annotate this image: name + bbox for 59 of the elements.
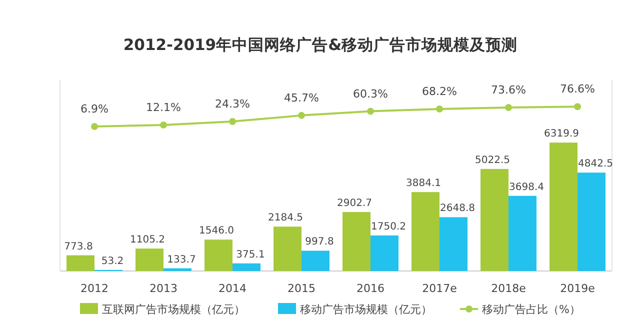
chart-title: 2012-2019年中国网络广告&移动广告市场规模及预测: [123, 36, 518, 54]
point: [160, 122, 167, 129]
point: [229, 118, 236, 126]
point: [436, 106, 443, 113]
bar: [136, 248, 164, 271]
data-label: 4842.5: [578, 158, 613, 170]
legend-label: 互联网广告市场规模（亿元）: [102, 303, 245, 316]
data-label: 2902.7: [337, 198, 372, 210]
data-label: 6319.9: [544, 128, 579, 140]
data-label: 773.8: [64, 241, 93, 252]
data-label: 3884.1: [406, 178, 441, 190]
bar: [164, 268, 192, 271]
data-label: 2184.5: [268, 212, 303, 224]
data-label: 375.1: [236, 249, 265, 260]
x-tick-label: 2017e: [422, 282, 458, 295]
bar: [232, 263, 260, 271]
bar: [204, 240, 232, 271]
legend-label: 移动广告占比（%）: [482, 303, 580, 316]
data-label: 12.1%: [146, 101, 181, 114]
data-label: 6.9%: [80, 102, 108, 116]
data-label: 997.8: [305, 236, 334, 248]
x-tick-label: 2018e: [491, 282, 526, 295]
data-label: 3698.4: [509, 182, 544, 193]
data-label: 60.3%: [353, 87, 388, 100]
data-label: 133.7: [167, 254, 196, 266]
bar: [440, 217, 468, 271]
data-label: 68.2%: [422, 85, 457, 98]
x-tick-label: 2013: [150, 282, 178, 295]
data-label: 2648.8: [440, 203, 475, 214]
bar: [578, 172, 606, 271]
data-label: 1546.0: [199, 226, 234, 237]
bar: [412, 192, 440, 271]
data-label: 24.3%: [215, 98, 250, 111]
bar: [274, 226, 302, 271]
bar: [480, 168, 508, 271]
x-tick-label: 2019e: [560, 282, 596, 295]
bar: [302, 250, 330, 271]
bar: [550, 142, 578, 271]
x-tick-label: 2012: [80, 282, 108, 295]
point: [298, 112, 305, 119]
x-tick-label: 2014: [218, 282, 246, 295]
bar: [342, 212, 370, 271]
data-label: 1750.2: [371, 221, 406, 232]
bar: [66, 255, 94, 271]
data-label: 53.2: [101, 256, 124, 267]
x-tick-label: 2015: [288, 282, 316, 295]
point: [574, 103, 581, 110]
data-label: 73.6%: [491, 83, 526, 96]
data-label: 76.6%: [560, 82, 595, 96]
legend-label: 移动广告市场规模（亿元）: [300, 303, 432, 316]
x-tick-label: 2016: [356, 282, 384, 295]
point: [367, 108, 374, 115]
data-label: 45.7%: [284, 91, 319, 104]
data-label: 1105.2: [130, 234, 165, 246]
point: [505, 104, 512, 111]
bar: [370, 235, 398, 271]
bar: [508, 196, 536, 271]
point: [91, 122, 98, 130]
data-label: 5022.5: [475, 154, 510, 166]
